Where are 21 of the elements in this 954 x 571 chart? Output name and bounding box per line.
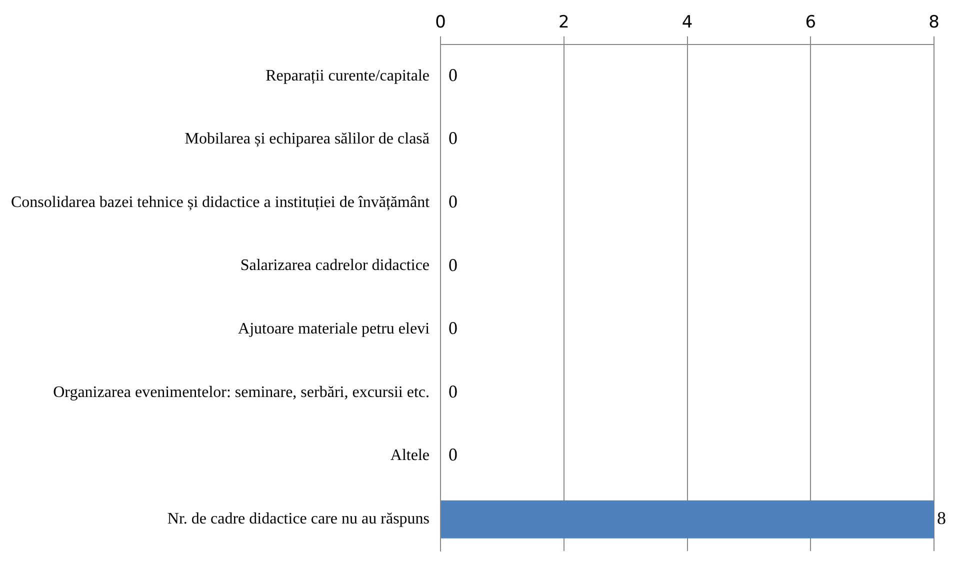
y-tick-label: Mobilarea și echiparea sălilor de clasă <box>184 130 430 148</box>
y-tick-label: Reparații curente/capitale <box>266 67 430 84</box>
data-label: 0 <box>448 381 458 402</box>
data-label: 8 <box>937 508 946 528</box>
data-label: 0 <box>448 444 458 465</box>
data-label: 0 <box>448 191 458 212</box>
x-tick-label: 0 <box>435 12 446 33</box>
y-tick-label: Ajutoare materiale petru elevi <box>238 320 430 338</box>
x-tick-label: 8 <box>928 12 940 33</box>
data-label: 0 <box>448 128 458 148</box>
data-label: 0 <box>448 64 458 85</box>
data-label: 0 <box>448 318 458 338</box>
y-tick-label: Salarizarea cadrelor didactice <box>240 257 430 274</box>
x-tick-label: 6 <box>805 12 816 33</box>
x-tick-label: 2 <box>558 12 570 33</box>
y-tick-label: Organizarea evenimentelor: seminare, serbări, excursii etc. <box>53 384 430 401</box>
x-tick-label: 4 <box>682 12 693 33</box>
y-tick-label: Altele <box>390 447 430 464</box>
y-tick-label: Nr. de cadre didactice care nu au răspuns <box>167 510 430 528</box>
data-label: 0 <box>448 254 458 275</box>
y-tick-label: Consolidarea bazei tehnice și didactice a instituției de învățământ <box>11 194 430 211</box>
